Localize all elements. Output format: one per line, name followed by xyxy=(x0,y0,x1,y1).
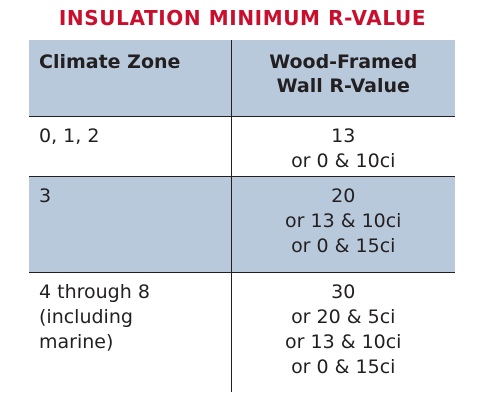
r-value-line: or 0 & 10ci xyxy=(291,150,396,172)
header-wall-line-1: Wood-Framed xyxy=(269,51,418,73)
r-value-line: or 13 & 10ci xyxy=(285,210,402,232)
table-row: 3 20 or 13 & 10ci or 0 & 15ci xyxy=(29,176,455,273)
header-wall-line-2: Wall R-Value xyxy=(276,75,410,97)
table-title: INSULATION MINIMUM R-VALUE xyxy=(58,6,427,30)
zone-line: marine) xyxy=(39,331,114,353)
zone-cell: 3 xyxy=(29,176,231,273)
r-value-cell: 20 or 13 & 10ci or 0 & 15ci xyxy=(230,176,455,273)
r-value-cell: 30 or 20 & 5ci or 13 & 10ci or 0 & 15ci xyxy=(230,272,455,392)
zone-line: 3 xyxy=(39,185,52,207)
table-row: 4 through 8 (including marine) 30 or 20 … xyxy=(29,272,455,392)
zone-cell: 0, 1, 2 xyxy=(29,116,231,177)
table-row: 0, 1, 2 13 or 0 & 10ci xyxy=(29,116,455,177)
r-value-line: 30 xyxy=(331,281,356,303)
zone-line: 0, 1, 2 xyxy=(39,125,100,147)
r-value-line: 13 xyxy=(331,125,356,147)
header-climate-zone: Climate Zone xyxy=(29,40,231,117)
zone-line: (including xyxy=(39,306,133,328)
zone-cell: 4 through 8 (including marine) xyxy=(29,272,231,392)
r-value-line: or 13 & 10ci xyxy=(285,331,402,353)
header-wall-r-value: Wood-Framed Wall R-Value xyxy=(230,40,455,117)
header-row: Climate Zone Wood-Framed Wall R-Value xyxy=(29,40,455,117)
r-value-line: or 0 & 15ci xyxy=(291,356,396,378)
r-value-line: or 20 & 5ci xyxy=(291,306,396,328)
r-value-cell: 13 or 0 & 10ci xyxy=(230,116,455,177)
r-value-line: 20 xyxy=(331,185,356,207)
r-value-table: Climate Zone Wood-Framed Wall R-Value 0,… xyxy=(29,40,455,392)
r-value-line: or 0 & 15ci xyxy=(291,235,396,257)
zone-line: 4 through 8 xyxy=(39,281,150,303)
